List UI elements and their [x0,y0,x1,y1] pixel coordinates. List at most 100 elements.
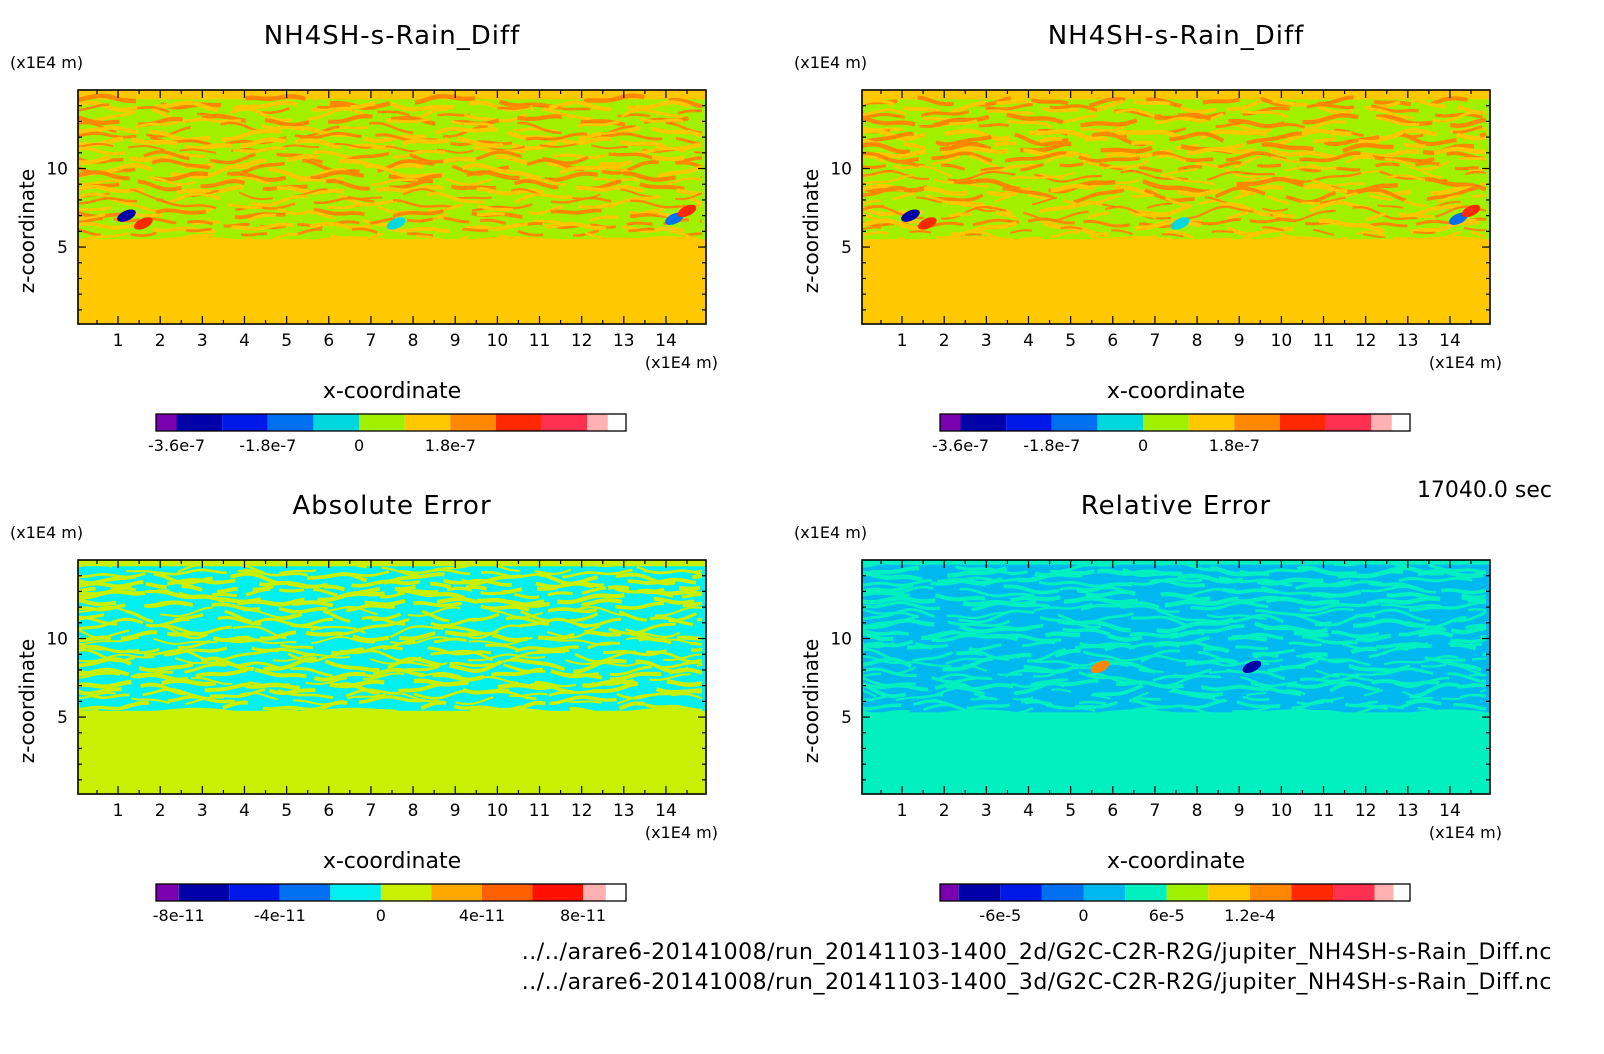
field-stripe [862,618,1487,635]
colorbar-tick-label: 1.2e-4 [1224,906,1275,925]
field-stripe [78,125,703,144]
x-tick-label: 5 [1065,801,1076,821]
y-unit-label: (x1E4 m) [794,53,867,72]
colorbar-segment [380,884,432,901]
x-tick-label: 7 [366,331,377,351]
field-stripe [78,630,703,643]
colorbar-segment [1143,414,1189,431]
field-stripe [862,154,1487,171]
x-tick-label: 6 [323,801,334,821]
x-tick-label: 13 [613,331,635,351]
colorbar-segment [940,414,961,431]
x-tick-label: 3 [197,801,208,821]
colorbar-segment [450,414,496,431]
colorbar-frame [155,883,627,902]
field-stripe [862,112,1487,129]
colorbar-segment [495,414,542,431]
colorbar-segment [1279,414,1326,431]
field-stripe [862,183,1487,197]
colorbar-segment [1051,414,1098,431]
colorbar-segment [1006,414,1052,431]
y-unit-label: (x1E4 m) [10,523,83,542]
x-tick-label: 2 [939,801,950,821]
field-lower-region [78,707,706,794]
x-tick-label: 5 [1065,331,1076,351]
field-anomaly [918,217,937,230]
field-stripe [862,141,1487,156]
chart-title: NH4SH-s-Rain_Diff [264,21,521,51]
x-tick-label: 3 [981,331,992,351]
x-unit-label: (x1E4 m) [645,823,718,842]
field-stripe [78,623,703,640]
colorbar-tick-label: -6e-5 [979,906,1021,925]
y-tick-label: 10 [830,160,852,180]
field-stripe [862,678,1487,692]
y-tick-label: 5 [57,238,68,258]
field-stripe [78,561,703,576]
field-stripe [862,116,1487,133]
colorbar-segment [583,884,606,901]
field-stripe [862,603,1487,620]
colorbar-segment [1097,414,1144,431]
colorbar-tick-label: 8e-11 [560,906,606,925]
field-layer [78,566,706,711]
y-unit-label: (x1E4 m) [794,523,867,542]
colorbar-segment [279,884,331,901]
field-stripe [78,691,703,706]
field-stripe [862,641,1487,660]
colorbar-segment [313,414,360,431]
x-tick-label: 12 [1355,801,1377,821]
colorbar-tick-label: 6e-5 [1149,906,1185,925]
x-tick-label: 11 [529,801,551,821]
field-stripe [862,196,1487,213]
x-tick-label: 9 [1234,331,1245,351]
x-tick-label: 2 [155,801,166,821]
x-tick-label: 6 [1107,801,1118,821]
field-stripe [862,595,1487,608]
colorbar-segment [222,414,268,431]
field-stripe [78,113,703,128]
x-tick-label: 4 [239,801,250,821]
x-tick-label: 14 [655,801,677,821]
y-tick-label: 5 [57,708,68,728]
field-stripe [862,230,1487,243]
field-stripe [78,103,703,119]
y-axis-label: z-coordinate [799,169,823,293]
colorbar-segment [1249,884,1292,901]
colorbar-segment [431,884,482,901]
field-lower-region [862,236,1490,324]
field-stripe [78,615,703,628]
x-tick-label: 5 [281,801,292,821]
field-stripe [78,149,703,166]
field-stripe [78,678,703,691]
x-tick-label: 12 [571,801,593,821]
colorbar-segment [1333,884,1375,901]
y-axis-label: z-coordinate [799,639,823,763]
field-stripe [862,560,1487,576]
colorbar-segment [229,884,280,901]
field-stripe [78,694,703,712]
field-stripe [78,216,703,230]
y-axis-label: z-coordinate [15,639,39,763]
x-tick-label: 2 [939,331,950,351]
field-anomaly [134,217,153,230]
field-stripe [862,165,1487,179]
field-stripe [78,163,703,181]
field-stripe [78,176,703,187]
y-axis-label: z-coordinate [15,169,39,293]
colorbar-segment [156,884,179,901]
x-tick-label: 4 [239,331,250,351]
field-stripe [862,672,1487,688]
field-stripe [78,644,703,657]
field-anomaly [1242,660,1262,673]
x-tick-label: 13 [1397,801,1419,821]
colorbar-tick-label: -3.6e-7 [148,436,205,455]
field-stripe [78,93,703,111]
x-tick-label: 10 [487,331,509,351]
field-stripe [78,605,703,619]
field-anomaly [386,217,406,230]
field-stripe [862,128,1487,142]
x-axis-label: x-coordinate [323,849,461,874]
colorbar-segment [359,414,405,431]
